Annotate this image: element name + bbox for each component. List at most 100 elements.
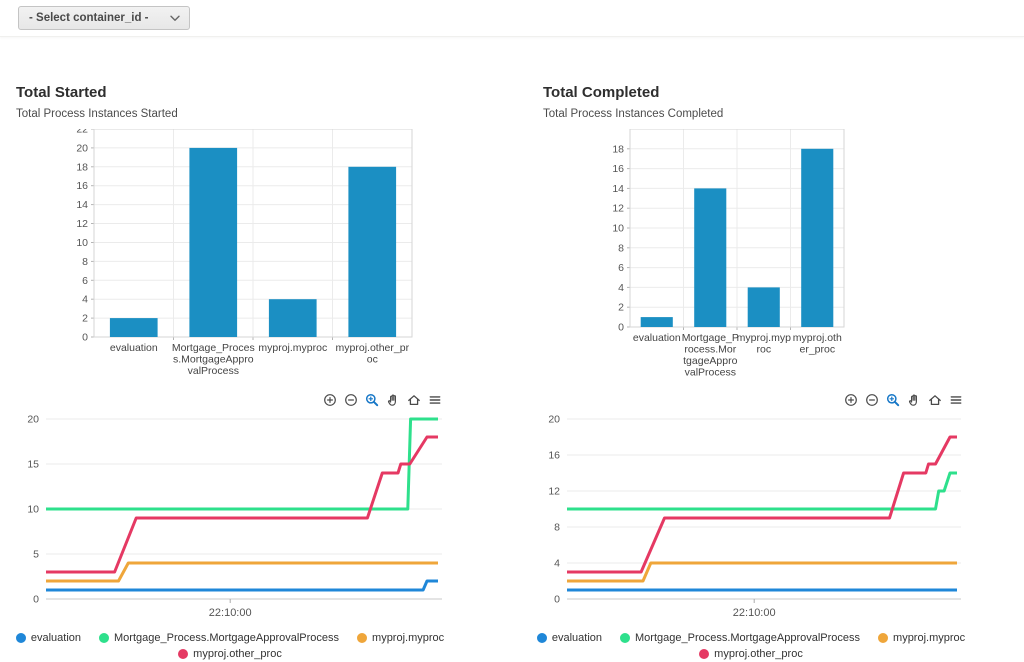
series-myproj.other_proc[interactable] [46,435,438,574]
pan-icon[interactable] [386,393,400,407]
y-tick-label: 20 [548,414,560,426]
x-category-label: oc [367,354,378,366]
panel-total-completed: Total Completed Total Process Instances … [536,84,1018,662]
legend-dot [878,633,889,643]
legend-label: myproj.other_proc [714,648,803,660]
x-category-label: myproj.myp [737,332,791,344]
x-category-label: myproj.myproc [258,342,327,354]
series-myproj.myproc[interactable] [46,561,438,583]
x-category-label: myproj.oth [793,332,842,344]
plot-frame [93,128,413,338]
series-Mortgage_Process.MortgageApprovalProcess[interactable] [567,471,957,511]
x-category-label: evaluation [110,342,158,354]
bar-evaluation[interactable] [109,318,158,337]
y-tick-label: 16 [76,180,88,192]
y-tick-label: 16 [548,450,560,462]
zoom-out-icon[interactable] [344,393,358,407]
zoom-in-icon[interactable] [844,393,858,407]
x-tick-label: 22:10:00 [733,607,776,619]
legend-item[interactable]: evaluation [536,630,603,646]
y-tick-label: 22 [76,129,88,136]
y-tick-label: 6 [82,275,88,287]
y-tick-label: 12 [76,218,88,230]
series-evaluation[interactable] [46,579,438,592]
y-tick-label: 20 [27,414,39,426]
legend-item[interactable]: myproj.other_proc [699,646,803,662]
y-tick-label: 2 [618,302,624,314]
x-category-label: Mortgage_Proces [172,342,255,354]
y-tick-label: 5 [33,549,39,561]
menu-icon[interactable] [428,393,442,407]
legend-dot [15,633,26,643]
legend-item[interactable]: Mortgage_Process.MortgageApprovalProcess [620,630,860,646]
series-myproj.myproc[interactable] [567,561,957,583]
x-category-label: s.MortgageAppro [173,354,254,366]
y-tick-label: 14 [76,199,88,211]
legend-label: Mortgage_Process.MortgageApprovalProcess [114,632,340,644]
legend-item[interactable]: evaluation [15,630,82,646]
y-tick-label: 12 [612,203,624,215]
x-category-label: Mortgage_P [682,332,739,344]
legend-started: evaluation Mortgage_Process.MortgageAppro… [15,630,444,662]
x-category-label: myproj.other_pr [336,342,410,354]
x-category-label: rocess.Mor [684,344,736,356]
panel-title-completed: Total Completed [543,84,660,101]
box-zoom-icon[interactable] [365,393,379,407]
y-tick-label: 10 [612,223,624,235]
pan-icon[interactable] [907,393,921,407]
legend-item[interactable]: myproj.other_proc [178,646,282,662]
bar-myproj.other_proc[interactable] [348,166,397,337]
legend-item[interactable]: Mortgage_Process.MortgageApprovalProcess [99,630,339,646]
filter-toolbar: - Select container_id - [0,0,1024,37]
x-category-label: valProcess [685,367,736,379]
zoom-in-icon[interactable] [323,393,337,407]
bar-myproj.myproc[interactable] [747,287,780,327]
series-myproj.other_proc[interactable] [567,435,957,574]
bar-myproj.other_proc[interactable] [801,148,834,327]
x-category-label: evaluation [633,332,681,344]
y-tick-label: 18 [612,143,624,155]
bar-evaluation[interactable] [640,317,673,327]
panel-subtitle-completed: Total Process Instances Completed [543,108,724,120]
y-tick-label: 16 [612,163,624,175]
legend-label: myproj.myproc [893,632,966,644]
plot-frame [629,128,845,328]
bar-myproj.myproc[interactable] [268,299,317,337]
legend-item[interactable]: myproj.myproc [878,630,965,646]
container-id-select[interactable]: - Select container_id - [18,6,190,30]
x-category-label: er_proc [799,344,835,356]
y-tick-label: 0 [554,594,560,606]
legend-dot [536,633,547,643]
legend-label: myproj.myproc [372,632,445,644]
legend-dot [357,633,368,643]
y-tick-label: 10 [27,504,39,516]
chart-toolbar-started [16,393,444,409]
home-icon[interactable] [928,393,942,407]
bar-chart-total-completed: 0 2 4 6 8 10 12 14 16 18 evaluation Mortgage_P roces… [594,128,1018,393]
y-tick-label: 20 [76,142,88,154]
legend-dot [620,633,631,643]
legend-item[interactable]: myproj.myproc [357,630,444,646]
bar-Mortgage_Process.MortgageApprovalProcess[interactable] [189,147,238,337]
menu-icon[interactable] [949,393,963,407]
line-chart-total-completed[interactable]: 0 4 8 12 16 20 22:10:00 [537,411,965,628]
x-category-label: tgageAppro [683,355,737,367]
y-tick-label: 14 [612,183,624,195]
y-tick-label: 0 [82,332,88,344]
box-zoom-icon[interactable] [886,393,900,407]
line-chart-total-started[interactable]: 0 5 10 15 20 22:10:00 [16,411,444,628]
legend-label: myproj.other_proc [193,648,282,660]
legend-row: myproj.other_proc [537,646,965,662]
panel-total-started: Total Started Total Process Instances St… [15,84,521,662]
legend-label: Mortgage_Process.MortgageApprovalProcess [635,632,861,644]
y-tick-label: 12 [548,486,560,498]
home-icon[interactable] [407,393,421,407]
bar-Mortgage_Process.MortgageApprovalProcess[interactable] [694,188,727,327]
legend-row: evaluation Mortgage_Process.MortgageAppro… [15,630,444,646]
legend-dot [699,649,710,659]
legend-label: evaluation [551,632,603,644]
y-tick-label: 4 [618,282,624,294]
y-tick-label: 18 [76,161,88,173]
zoom-out-icon[interactable] [865,393,879,407]
legend-label: evaluation [30,632,82,644]
